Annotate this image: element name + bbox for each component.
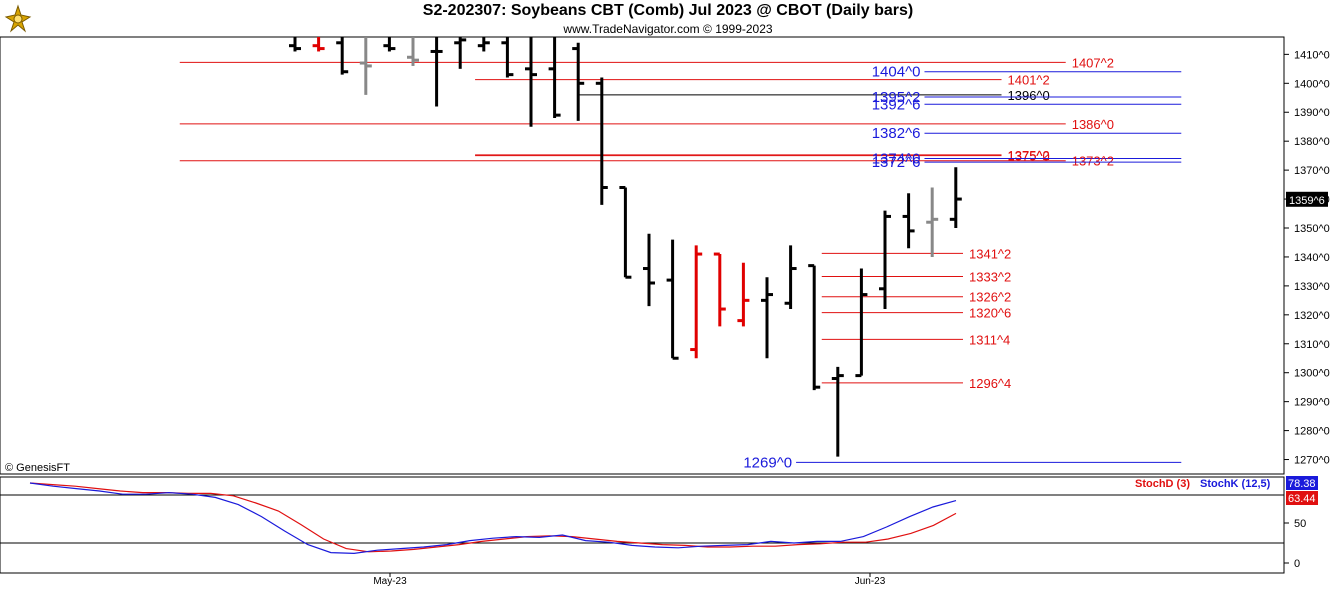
price-tick-label: 1270^0 bbox=[1294, 455, 1330, 467]
price-tick-label: 1300^0 bbox=[1294, 368, 1330, 380]
chart-title: S2-202307: Soybeans CBT (Comb) Jul 2023 … bbox=[422, 2, 914, 19]
price-tick-label: 1390^0 bbox=[1294, 107, 1330, 119]
price-tick-label: 1330^0 bbox=[1294, 281, 1330, 293]
price-tick-label: 1370^0 bbox=[1294, 165, 1330, 177]
price-level-label: 1407^2 bbox=[1072, 55, 1114, 70]
price-level-label: 1382^6 bbox=[872, 125, 921, 142]
price-level-label: 1395^2 bbox=[872, 89, 921, 106]
price-level-label: 1396^0 bbox=[1008, 88, 1050, 103]
chart-subtitle: www.TradeNavigator.com © 1999-2023 bbox=[563, 22, 773, 36]
price-level-label: 1375^2 bbox=[1008, 148, 1050, 163]
price-level-label: 1404^0 bbox=[872, 64, 921, 81]
price-level-label: 1269^0 bbox=[743, 454, 792, 471]
price-tick-label: 1410^0 bbox=[1294, 49, 1330, 61]
price-level-label: 1375^0 bbox=[1008, 149, 1050, 164]
price-tick-label: 1380^0 bbox=[1294, 136, 1330, 148]
stochd-legend: StochD (3) bbox=[1135, 478, 1190, 490]
date-tick-label: May-23 bbox=[373, 576, 407, 587]
stochastic-last-value: 63.44 bbox=[1288, 493, 1316, 505]
stochk-line bbox=[29, 482, 957, 555]
stochastic-last-value-box bbox=[1286, 491, 1318, 505]
price-tick-label: 1340^0 bbox=[1294, 252, 1330, 264]
price-level-label: 1373^2 bbox=[1072, 154, 1114, 169]
last-price-marker bbox=[1286, 191, 1328, 207]
date-axis: May-23 Jun-23 bbox=[373, 573, 886, 587]
stochastic-last-value-box bbox=[1286, 476, 1318, 490]
stochastic-panel: 50 0 78.38 63.44 bbox=[0, 476, 1318, 570]
price-level-label: 1374^0 bbox=[872, 151, 921, 168]
stochastic-tick-label: 0 bbox=[1294, 558, 1300, 570]
price-level-label: 1326^2 bbox=[969, 290, 1011, 305]
price-tick-label: 1280^0 bbox=[1294, 426, 1330, 438]
price-level-label: 1392^6 bbox=[872, 96, 921, 113]
price-tick-label: 1320^0 bbox=[1294, 310, 1330, 322]
stochastic-last-value: 78.38 bbox=[1288, 478, 1316, 490]
price-axis: 1270^0 1280^0 1290^0 1300^0 1310^0 1320^0 1330… bbox=[1284, 49, 1330, 467]
price-level-label: 1296^4 bbox=[969, 376, 1011, 391]
stochastic-tick-label: 50 bbox=[1294, 518, 1306, 530]
trade-navigator-logo-icon bbox=[2, 3, 34, 35]
date-tick-label: Jun-23 bbox=[855, 576, 886, 587]
stochk-legend: StochK (12,5) bbox=[1200, 478, 1271, 490]
ohlc-bars bbox=[289, 37, 962, 457]
price-level-label: 1333^2 bbox=[969, 269, 1011, 284]
indicator-plot-frame bbox=[0, 476, 1285, 574]
price-level-label: 1341^2 bbox=[969, 246, 1011, 261]
price-level-label: 1372^6 bbox=[872, 154, 921, 171]
price-tick-label: 1350^0 bbox=[1294, 223, 1330, 235]
price-level-label: 1320^6 bbox=[969, 306, 1011, 321]
copyright-label: © GenesisFT bbox=[5, 462, 70, 474]
price-level-label: 1401^2 bbox=[1008, 73, 1050, 88]
price-tick-label: 1310^0 bbox=[1294, 339, 1330, 351]
price-tick-label: 1400^0 bbox=[1294, 78, 1330, 90]
price-tick-label: 1290^0 bbox=[1294, 397, 1330, 409]
price-level-label: 1386^0 bbox=[1072, 117, 1114, 132]
last-price-label: 1359^6 bbox=[1289, 195, 1325, 207]
price-plot-frame bbox=[0, 36, 1285, 475]
price-level-label: 1311^4 bbox=[969, 332, 1010, 347]
